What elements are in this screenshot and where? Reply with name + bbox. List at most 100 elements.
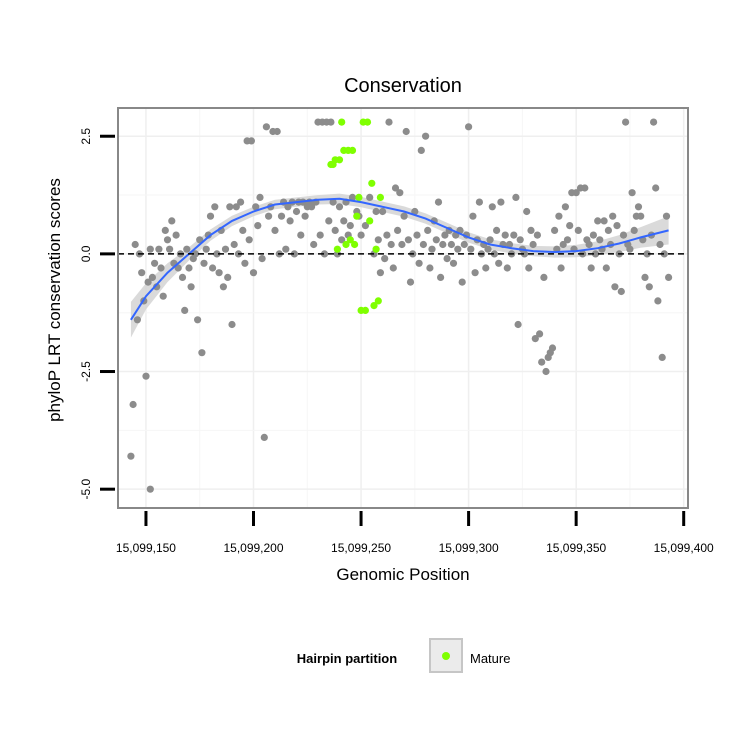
point-other xyxy=(325,217,333,225)
point-mature xyxy=(363,118,372,126)
point-other xyxy=(428,245,436,253)
point-other xyxy=(538,358,546,366)
point-other xyxy=(563,236,572,244)
point-other xyxy=(596,236,604,244)
point-other xyxy=(226,203,234,211)
point-other xyxy=(265,212,273,220)
point-other xyxy=(383,231,391,239)
point-other xyxy=(520,250,529,258)
point-other xyxy=(589,231,598,239)
legend-key-mature-dot xyxy=(442,652,450,660)
point-other xyxy=(157,264,165,272)
point-other xyxy=(361,222,369,230)
point-other xyxy=(308,203,316,211)
point-other xyxy=(398,240,406,249)
point-other xyxy=(536,330,544,338)
point-other xyxy=(379,207,387,216)
point-other xyxy=(422,132,430,140)
point-other xyxy=(187,283,195,291)
point-other xyxy=(277,212,286,220)
point-other xyxy=(512,193,520,201)
point-other xyxy=(531,335,539,343)
point-other xyxy=(166,245,174,253)
point-other xyxy=(447,240,455,249)
point-other xyxy=(148,273,156,281)
point-other xyxy=(310,240,318,249)
point-other xyxy=(437,273,445,281)
point-other xyxy=(224,273,232,281)
point-other xyxy=(271,226,279,234)
point-other xyxy=(404,236,412,244)
point-other xyxy=(273,127,281,136)
y-tick-label: -5.0 xyxy=(79,479,93,500)
point-other xyxy=(213,250,221,258)
point-other xyxy=(389,264,397,272)
point-other xyxy=(482,264,490,272)
point-other xyxy=(161,226,169,234)
scatter-points xyxy=(127,118,673,493)
point-mature xyxy=(338,118,346,126)
x-tick-label: 15,099,250 xyxy=(331,541,391,555)
legend-label-mature: Mature xyxy=(470,651,510,666)
point-other xyxy=(622,118,630,126)
point-other xyxy=(284,203,292,211)
chart-title: Conservation xyxy=(344,75,462,97)
x-tick-label: 15,099,350 xyxy=(546,541,606,555)
point-other xyxy=(413,231,421,239)
point-other xyxy=(211,203,219,211)
point-other xyxy=(561,203,570,211)
legend-key-box xyxy=(429,638,463,673)
point-other xyxy=(406,278,415,286)
point-other xyxy=(424,226,432,234)
point-other xyxy=(493,226,501,234)
point-other xyxy=(340,217,348,225)
point-other xyxy=(327,118,335,126)
point-mature xyxy=(374,297,382,305)
point-other xyxy=(172,231,180,239)
point-other xyxy=(237,198,245,206)
point-other xyxy=(200,259,208,267)
point-other xyxy=(548,344,557,352)
point-mature xyxy=(351,240,359,249)
point-mature xyxy=(348,146,357,154)
point-other xyxy=(434,198,443,206)
point-other xyxy=(458,278,466,286)
point-other xyxy=(529,240,537,249)
point-other xyxy=(230,240,238,249)
point-other xyxy=(626,245,634,253)
point-other xyxy=(490,250,498,258)
grid xyxy=(118,108,688,508)
point-other xyxy=(650,118,658,126)
point-other xyxy=(471,269,479,277)
point-other xyxy=(228,320,236,329)
point-other xyxy=(630,226,638,234)
point-other xyxy=(645,283,653,291)
point-mature xyxy=(366,217,374,225)
point-other xyxy=(252,203,260,211)
point-other xyxy=(665,273,673,281)
point-other xyxy=(183,245,191,253)
point-mature xyxy=(370,302,378,310)
point-other xyxy=(602,264,610,272)
point-other xyxy=(594,217,602,225)
point-other xyxy=(656,240,664,249)
point-other xyxy=(374,236,382,244)
point-other xyxy=(133,316,141,324)
point-other xyxy=(587,264,595,272)
point-other xyxy=(527,226,535,234)
point-other xyxy=(484,245,492,253)
point-other xyxy=(320,250,329,258)
point-other xyxy=(609,212,617,220)
point-other xyxy=(204,231,212,239)
point-other xyxy=(331,226,339,234)
point-other xyxy=(495,259,503,267)
point-mature xyxy=(355,193,363,201)
y-tick-label: 0.0 xyxy=(79,245,93,262)
point-mature xyxy=(333,245,341,253)
point-other xyxy=(411,207,419,216)
point-other xyxy=(215,269,223,277)
point-other xyxy=(290,250,298,258)
point-mature xyxy=(372,245,380,253)
point-other xyxy=(641,273,649,281)
point-other xyxy=(202,245,210,253)
